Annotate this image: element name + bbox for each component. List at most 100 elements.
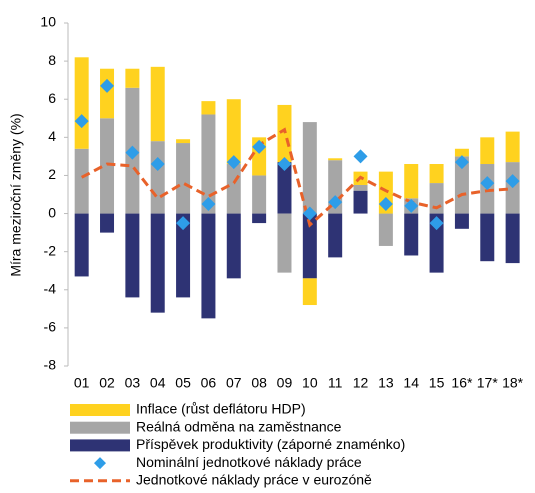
bar xyxy=(328,213,343,258)
y-tick-label: 10 xyxy=(40,14,56,30)
bar xyxy=(404,164,419,199)
y-tick-label: 6 xyxy=(48,90,56,106)
diamond xyxy=(277,157,292,172)
x-tick-label: 12 xyxy=(353,375,369,391)
x-tick-label: 18* xyxy=(502,375,524,391)
x-tick-label: 10 xyxy=(302,375,318,391)
bar xyxy=(429,164,444,184)
bar xyxy=(201,213,216,319)
bar xyxy=(74,57,89,149)
x-tick-label: 13 xyxy=(378,375,394,391)
bar xyxy=(302,213,317,279)
bar xyxy=(226,213,241,279)
x-tick-label: 07 xyxy=(226,375,242,391)
y-tick-label: 4 xyxy=(48,128,56,144)
bar xyxy=(480,213,495,262)
diamond xyxy=(480,176,495,191)
bar xyxy=(150,141,165,214)
diamond xyxy=(176,216,191,231)
y-tick-label: 8 xyxy=(48,52,56,68)
y-tick-label: -6 xyxy=(44,319,57,335)
bar xyxy=(201,101,216,115)
bar xyxy=(328,158,343,161)
x-tick-label: 15 xyxy=(429,375,445,391)
x-tick-label: 06 xyxy=(201,375,217,391)
x-tick-label: 09 xyxy=(277,375,293,391)
y-tick-label: -2 xyxy=(44,242,57,258)
bar xyxy=(505,131,520,163)
bar xyxy=(429,213,444,273)
bar xyxy=(252,175,267,214)
diamond xyxy=(150,157,165,172)
legend-label: Příspěvek produktivity (záporné znaménko… xyxy=(136,436,405,452)
bar xyxy=(226,164,241,214)
diamond xyxy=(125,145,140,160)
legend-swatch xyxy=(70,404,130,416)
bar xyxy=(277,104,292,163)
diamond xyxy=(226,155,241,170)
bar xyxy=(100,213,115,233)
bar xyxy=(150,66,165,142)
x-tick-label: 05 xyxy=(175,375,191,391)
bar xyxy=(454,148,469,157)
bar xyxy=(201,114,216,214)
bar xyxy=(252,213,267,224)
diamond xyxy=(353,149,368,164)
y-tick-label: -8 xyxy=(44,357,57,373)
diamond xyxy=(429,216,444,231)
x-tick-label: 02 xyxy=(99,375,115,391)
diamond xyxy=(302,206,317,221)
legend-label: Inflace (růst deflátoru HDP) xyxy=(136,401,306,417)
x-tick-label: 14 xyxy=(403,375,419,391)
legend-label: Reálná odměna na zaměstnance xyxy=(136,418,342,434)
x-tick-label: 08 xyxy=(251,375,267,391)
bar xyxy=(480,137,495,165)
bar xyxy=(454,213,469,229)
x-tick-label: 01 xyxy=(74,375,90,391)
diamond xyxy=(328,195,343,210)
bar xyxy=(353,184,368,191)
diamond xyxy=(454,155,469,170)
bar xyxy=(100,118,115,214)
bar xyxy=(176,213,191,298)
legend-swatch xyxy=(70,439,130,452)
bar xyxy=(100,68,115,119)
legend-swatch xyxy=(70,421,130,434)
bar xyxy=(277,213,292,273)
legend-label: Jednotkové náklady práce v eurozóně xyxy=(136,472,372,488)
y-tick-label: -4 xyxy=(44,280,57,296)
diamond xyxy=(505,174,520,189)
bar xyxy=(378,213,393,246)
y-tick-label: 2 xyxy=(48,166,56,182)
bar xyxy=(74,148,89,214)
bar xyxy=(353,190,368,214)
x-tick-label: 17* xyxy=(477,375,499,391)
x-tick-label: 04 xyxy=(150,375,166,391)
bar xyxy=(176,143,191,214)
bar xyxy=(454,156,469,214)
bar xyxy=(277,162,292,214)
diamond xyxy=(201,197,216,212)
line xyxy=(80,127,513,228)
bar xyxy=(226,99,241,165)
legend-label: Nominální jednotkové náklady práce xyxy=(136,454,362,470)
x-tick-label: 16* xyxy=(451,375,473,391)
x-tick-label: 03 xyxy=(125,375,141,391)
bar xyxy=(302,122,317,214)
bar xyxy=(302,278,317,306)
bar xyxy=(125,68,140,88)
bar xyxy=(404,213,419,256)
bar xyxy=(74,213,89,277)
diamond xyxy=(252,139,267,154)
bar xyxy=(150,213,165,313)
bar xyxy=(125,213,140,298)
x-tick-label: 11 xyxy=(328,375,343,391)
diamond xyxy=(378,197,393,212)
diamond xyxy=(74,114,89,129)
y-axis-label: Míra meziroční změny (%) xyxy=(8,113,24,276)
y-tick-label: 0 xyxy=(48,204,56,220)
legend-swatch xyxy=(94,457,106,470)
bar xyxy=(176,139,191,144)
diamond xyxy=(100,78,115,93)
diamond xyxy=(404,198,419,213)
